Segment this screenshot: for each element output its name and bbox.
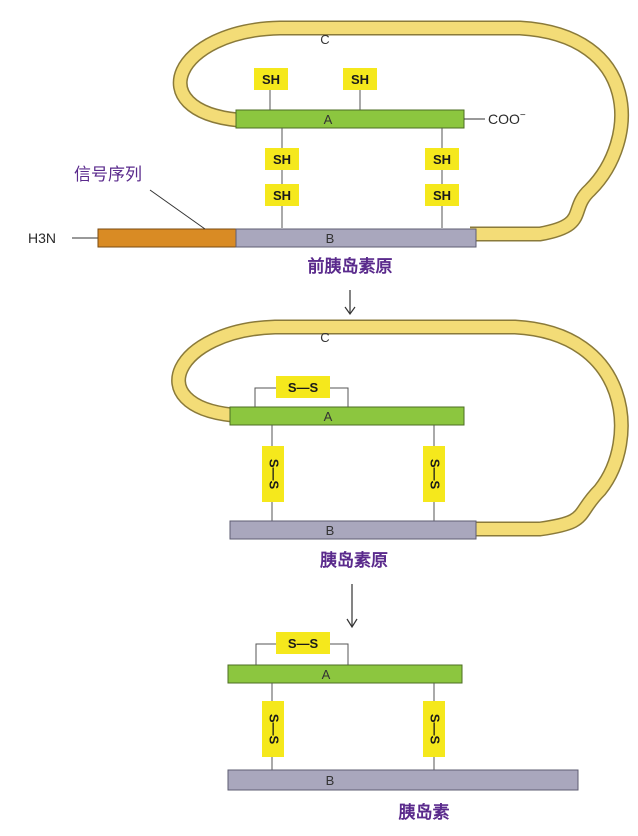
chain-b-letter: B bbox=[326, 773, 335, 788]
chain-b bbox=[235, 228, 477, 248]
chain-b-letter: B bbox=[326, 231, 335, 246]
chain-a bbox=[235, 109, 465, 129]
sh-group: SH bbox=[273, 152, 291, 167]
sh-group: SH bbox=[262, 72, 280, 87]
arrow-down bbox=[344, 290, 356, 316]
disulfide-bond: S—S bbox=[288, 636, 319, 651]
sh-group: SH bbox=[273, 188, 291, 203]
chain-c-letter: C bbox=[320, 32, 329, 47]
chain-a bbox=[227, 664, 463, 684]
n-terminus-label: H3N bbox=[28, 230, 56, 246]
chain-b bbox=[229, 520, 477, 540]
stage-label-preproinsulin: 前胰岛素原 bbox=[308, 256, 393, 277]
sh-group: SH bbox=[433, 152, 451, 167]
chain-a-letter: A bbox=[324, 112, 333, 127]
disulfide-bond: S—S bbox=[267, 714, 282, 745]
disulfide-bond: S—S bbox=[267, 459, 282, 490]
stage-preproinsulin: C A COO− SH SH SH SH SH SH H3N bbox=[28, 20, 630, 277]
stage-label-insulin: 胰岛素 bbox=[399, 802, 450, 823]
arrow-down bbox=[346, 584, 358, 629]
c-peptide-loop bbox=[172, 20, 630, 242]
stage-label-proinsulin: 胰岛素原 bbox=[320, 550, 388, 571]
chain-c-letter: C bbox=[320, 330, 329, 345]
chain-a bbox=[229, 406, 465, 426]
c-terminus-label: COO− bbox=[488, 110, 526, 127]
stage-proinsulin: C A S—S S—S S—S B 胰岛素原 bbox=[171, 319, 629, 571]
sh-group: SH bbox=[433, 188, 451, 203]
chain-a-letter: A bbox=[324, 409, 333, 424]
stage-insulin: A S—S S—S S—S B 胰岛素 bbox=[227, 632, 579, 823]
signal-sequence-label: 信号序列 bbox=[74, 165, 142, 185]
signal-sequence bbox=[97, 228, 237, 248]
chain-b bbox=[227, 769, 579, 791]
chain-b-letter: B bbox=[326, 523, 335, 538]
disulfide-bond: S—S bbox=[288, 380, 319, 395]
c-peptide-loop bbox=[171, 319, 629, 537]
disulfide-bond: S—S bbox=[428, 714, 443, 745]
sh-group: SH bbox=[351, 72, 369, 87]
disulfide-bond: S—S bbox=[428, 459, 443, 490]
chain-a-letter: A bbox=[322, 667, 331, 682]
